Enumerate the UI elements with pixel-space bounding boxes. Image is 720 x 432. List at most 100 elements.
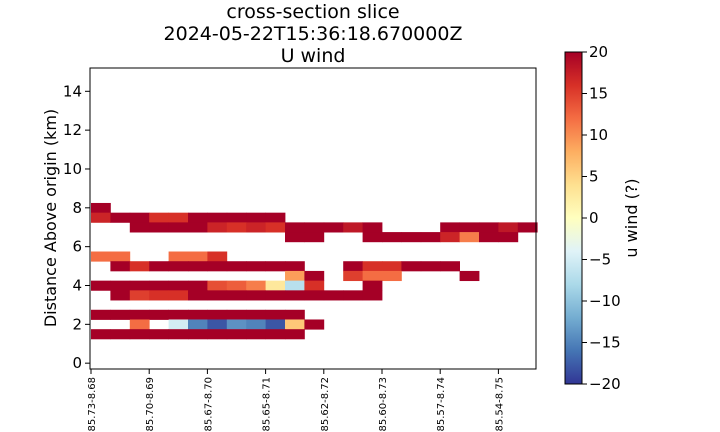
heatmap-cell	[207, 222, 228, 233]
heatmap-cell	[265, 329, 286, 340]
heatmap-cell	[265, 319, 286, 330]
colorbar-ticks: 20 15 10 5 0 −5 −10 −15 −20	[582, 43, 621, 393]
heatmap-cell	[285, 222, 305, 233]
heatmap-cell	[149, 222, 169, 233]
heatmap-cell	[323, 290, 344, 301]
heatmap-cell	[440, 261, 460, 272]
heatmap-cell	[168, 319, 189, 330]
colorbar-tick-label: 0	[589, 209, 599, 227]
x-tick-label: -85.62-8.72	[320, 377, 331, 432]
x-axis-ticks: -85.73-8.68 -85.70-8.69 -85.67-8.70 -85.65-…	[87, 369, 505, 432]
y-axis-ticks: 0 2 4 6 8 10 12 14	[63, 82, 90, 372]
heatmap-cell	[401, 232, 422, 243]
heatmap-cell	[226, 329, 247, 340]
title-line-1: cross-section slice	[226, 1, 399, 23]
heatmap-cell	[285, 280, 305, 291]
heatmap-cell	[129, 222, 150, 233]
y-tick-label: 2	[72, 315, 82, 333]
x-tick-label: -85.60-8.73	[378, 377, 389, 432]
colorbar-tick-label: 15	[589, 85, 608, 103]
heatmap-cell	[129, 309, 150, 320]
heatmap-cell	[149, 261, 169, 272]
heatmap-cell	[285, 232, 305, 243]
heatmap-cell	[246, 309, 266, 320]
colorbar-tick-label: −5	[589, 251, 611, 269]
heatmap-cell	[207, 319, 228, 330]
heatmap-cell	[129, 290, 150, 301]
heatmap-cell	[129, 319, 150, 330]
heatmap-cell	[110, 329, 131, 340]
x-tick-label: -85.54-8.75	[494, 377, 505, 432]
x-tick-label: -85.57-8.74	[436, 377, 447, 432]
heatmap-cell	[265, 261, 286, 272]
heatmap-cell	[188, 251, 208, 262]
heatmap-cell	[362, 232, 383, 243]
heatmap-cell	[362, 270, 383, 282]
heatmap-cell	[188, 212, 208, 223]
x-tick-label: -85.67-8.70	[203, 377, 214, 432]
heatmap-cell	[420, 232, 441, 243]
x-tick-label: -85.70-8.69	[145, 377, 156, 432]
heatmap-cell	[479, 222, 499, 233]
heatmap-cell	[382, 270, 402, 282]
title-line-2: 2024-05-22T15:36:18.670000Z	[164, 23, 463, 45]
heatmap-cell	[265, 290, 286, 301]
x-tick-label: -85.73-8.68	[87, 377, 98, 432]
heatmap-cell	[168, 212, 189, 223]
heatmap-cell	[129, 329, 150, 340]
heatmap-cell	[246, 329, 266, 340]
heatmap-cell	[401, 261, 422, 272]
y-tick-label: 14	[63, 82, 82, 100]
heatmap-cell	[459, 232, 480, 243]
heatmap-cell	[91, 280, 111, 291]
colorbar-tick-label: −15	[589, 334, 621, 352]
y-tick-label: 6	[72, 238, 82, 256]
heatmap-cell	[226, 309, 247, 320]
heatmap-cell	[362, 280, 383, 291]
heatmap-cell	[362, 222, 383, 233]
heatmap-cell	[149, 309, 169, 320]
heatmap-cell	[91, 251, 111, 262]
heatmap-cell	[246, 319, 266, 330]
heatmap-cell	[265, 212, 286, 223]
colorbar-tick-label: 5	[589, 168, 599, 186]
heatmap-cell	[304, 270, 325, 282]
heatmap-cell	[149, 290, 169, 301]
heatmap-cell	[207, 329, 228, 340]
colorbar-tick-label: −10	[589, 292, 621, 310]
heatmap-cell	[168, 329, 189, 340]
heatmap-cell	[129, 280, 150, 291]
heatmap-cell	[91, 309, 111, 320]
heatmap-cell	[343, 261, 363, 272]
chart-title: cross-section slice 2024-05-22T15:36:18.…	[164, 1, 463, 67]
heatmap-cell	[498, 222, 519, 233]
heatmap-cell	[168, 251, 189, 262]
x-tick-label: -85.65-8.71	[262, 377, 273, 432]
heatmap-cell	[207, 280, 228, 291]
heatmap-cell	[207, 261, 228, 272]
heatmap-cell	[188, 290, 208, 301]
heatmap-cell	[246, 261, 266, 272]
heatmap-cell	[246, 212, 266, 223]
heatmap-cell	[285, 329, 305, 340]
heatmap-cell	[440, 232, 460, 243]
heatmap-cell	[110, 309, 131, 320]
heatmap-cell	[207, 290, 228, 301]
heatmap-cell	[265, 280, 286, 291]
heatmap-cell	[459, 270, 480, 282]
heatmap-cell	[149, 212, 169, 223]
heatmap-cell	[226, 290, 247, 301]
heatmap-cell	[226, 261, 247, 272]
colorbar-gradient	[564, 51, 583, 385]
colorbar-label: u wind (?)	[622, 178, 641, 257]
heatmap-cell	[226, 319, 247, 330]
heatmap-cell	[304, 222, 325, 233]
heatmap-cell	[168, 290, 189, 301]
heatmap-cell	[226, 222, 247, 233]
heatmap-cell	[226, 280, 247, 291]
heatmap-cell	[440, 222, 460, 233]
y-axis-label: Distance Above origin (km)	[41, 109, 60, 327]
heatmap-cell	[188, 329, 208, 340]
heatmap-cell	[129, 212, 150, 223]
